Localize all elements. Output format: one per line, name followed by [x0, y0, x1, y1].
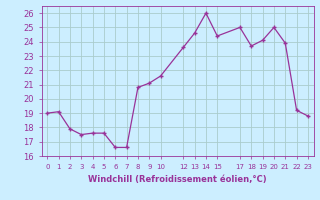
X-axis label: Windchill (Refroidissement éolien,°C): Windchill (Refroidissement éolien,°C) — [88, 175, 267, 184]
